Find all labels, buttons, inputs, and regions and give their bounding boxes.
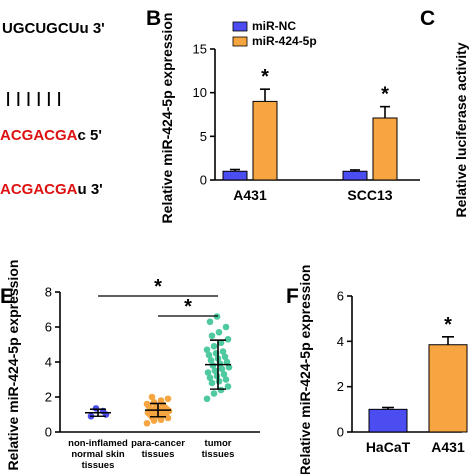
panel-b-ylabel: Relative miR-424-5p expression	[159, 13, 175, 224]
panel-f-y-tick-label: 0	[337, 425, 344, 440]
panel-e-data-point	[224, 335, 232, 343]
panel-e-data-point	[217, 386, 225, 394]
panel-f-y-tick-label: 4	[337, 334, 344, 349]
panel-letter-f: F	[286, 285, 299, 308]
panel-b-significance: *	[261, 66, 269, 88]
panel-e-category-label: tissues	[202, 449, 235, 460]
panel-b-legend-label: miR-NC	[252, 19, 296, 33]
panel-e-data-point	[217, 339, 225, 347]
panel-e-data-point	[225, 363, 233, 371]
panel-b-legend-swatch	[232, 21, 248, 32]
panel-b-legend-label: miR-424-5p	[252, 34, 317, 48]
sequence-pairing: ||||||	[6, 90, 67, 107]
panel-f-ylabel: Relative miR-424-5p expression	[297, 265, 313, 474]
panel-b-bar	[222, 170, 248, 181]
panel-f-y-tick-label: 6	[337, 289, 344, 304]
panel-e-data-point	[204, 369, 212, 376]
panel-e-data-point	[215, 328, 223, 336]
panel-e-data-point	[210, 390, 218, 397]
panel-e-data-point	[222, 376, 230, 383]
panel-e-data-point	[205, 351, 213, 359]
panel-b-significance: *	[381, 84, 389, 106]
panel-e-data-point	[218, 365, 226, 373]
panel-e-data-point	[219, 348, 227, 355]
panel-e-data-point	[211, 367, 219, 375]
panel-e-data-point	[148, 393, 156, 401]
panel-e-data-point	[222, 323, 230, 331]
panel-f-chart: Relative miR-424-5p expression 0 2 4 6 HaCaT A…	[297, 265, 468, 474]
sequence-mid-red: ACGACGA	[0, 127, 78, 144]
sequence-mid-black: c 5'	[78, 127, 102, 144]
panel-e-chart: Relative miR-424-5p expression 0 2 4 6 8 non-i…	[5, 260, 260, 471]
panel-e-significance: *	[154, 276, 162, 298]
panel-e-data-point	[143, 419, 151, 427]
panel-letter-b: B	[146, 7, 161, 30]
panel-e-data-point	[143, 400, 151, 408]
panel-e-data-point	[224, 383, 232, 390]
panel-b-bar	[252, 100, 278, 181]
panel-e-category-label: tissues	[82, 460, 115, 471]
panel-e-data-point	[164, 395, 172, 403]
panel-b-legend-swatch	[232, 36, 248, 47]
panel-e-data-point	[209, 362, 217, 369]
panel-e-y-tick-label: 0	[45, 425, 52, 440]
panel-e-category-label: para-cancer	[131, 438, 185, 449]
panel-c: Relative luciferase activity	[453, 42, 469, 217]
panel-e-data-point	[221, 353, 229, 361]
panel-e-y-tick-label: 2	[45, 390, 52, 405]
panel-e-data-point	[157, 397, 165, 404]
panel-e-data-point	[203, 346, 211, 354]
panel-e-y-tick-label: 4	[45, 355, 52, 370]
panel-b-y-tick-label: 0	[200, 173, 207, 188]
panel-f-bar	[428, 344, 468, 433]
panel-e-data-point	[220, 370, 228, 378]
panel-e-category-label: tumor	[205, 438, 232, 449]
panel-c-ylabel: Relative luciferase activity	[453, 42, 469, 217]
panel-b-y-tick-label: 15	[193, 42, 207, 57]
sequence-mid: ACGACGAc 5'	[0, 127, 102, 144]
panel-e-data-point	[208, 332, 216, 340]
panel-e-data-point	[208, 379, 216, 387]
panel-f-bar	[368, 408, 408, 433]
panel-b-bar	[342, 170, 368, 181]
panel-b-category-label: SCC13	[347, 187, 392, 203]
panel-b-bar	[372, 117, 398, 181]
panel-b-category-label: A431	[233, 187, 267, 203]
panel-e-category-label: non-inflamed	[68, 438, 128, 449]
panel-f-significance: *	[444, 314, 452, 336]
panel-f-category-label: A431	[431, 439, 465, 455]
panel-e-data-point	[206, 374, 214, 382]
panel-e-y-tick-label: 8	[45, 285, 52, 300]
panel-e-category-label: tissues	[142, 449, 175, 460]
panel-b-y-tick-label: 5	[200, 129, 207, 144]
sequence-bottom-red: ACGACGA	[0, 181, 78, 198]
panel-f-y-tick-label: 2	[337, 379, 344, 394]
panel-e-significance: *	[184, 296, 192, 318]
panel-b-chart: Relative miR-424-5p expression 0 5 10 15 A431…	[159, 13, 420, 224]
sequence-bottom: ACGACGAu 3'	[0, 181, 103, 198]
panel-e-data-point	[203, 395, 211, 403]
panel-e-data-point	[206, 318, 214, 326]
panel-b-y-tick-label: 10	[193, 85, 207, 100]
panel-a-sequences: UGCUGCUu 3' |||||| ACGACGAc 5' ACGACGAu …	[0, 20, 105, 198]
panel-e-y-tick-label: 6	[45, 320, 52, 335]
panel-e-data-point	[207, 356, 215, 364]
panel-e-category-label: normal skin	[71, 449, 125, 460]
panel-e-data-point	[210, 342, 218, 350]
sequence-bottom-black: u 3'	[78, 181, 103, 198]
panel-e-data-point	[223, 358, 231, 366]
sequence-top: UGCUGCUu 3'	[2, 20, 105, 37]
panel-f-category-label: HaCaT	[366, 439, 411, 455]
panel-letter-c: C	[420, 7, 435, 30]
panel-letter-e: E	[0, 285, 14, 308]
panel-e-ylabel: Relative miR-424-5p expression	[5, 260, 21, 471]
